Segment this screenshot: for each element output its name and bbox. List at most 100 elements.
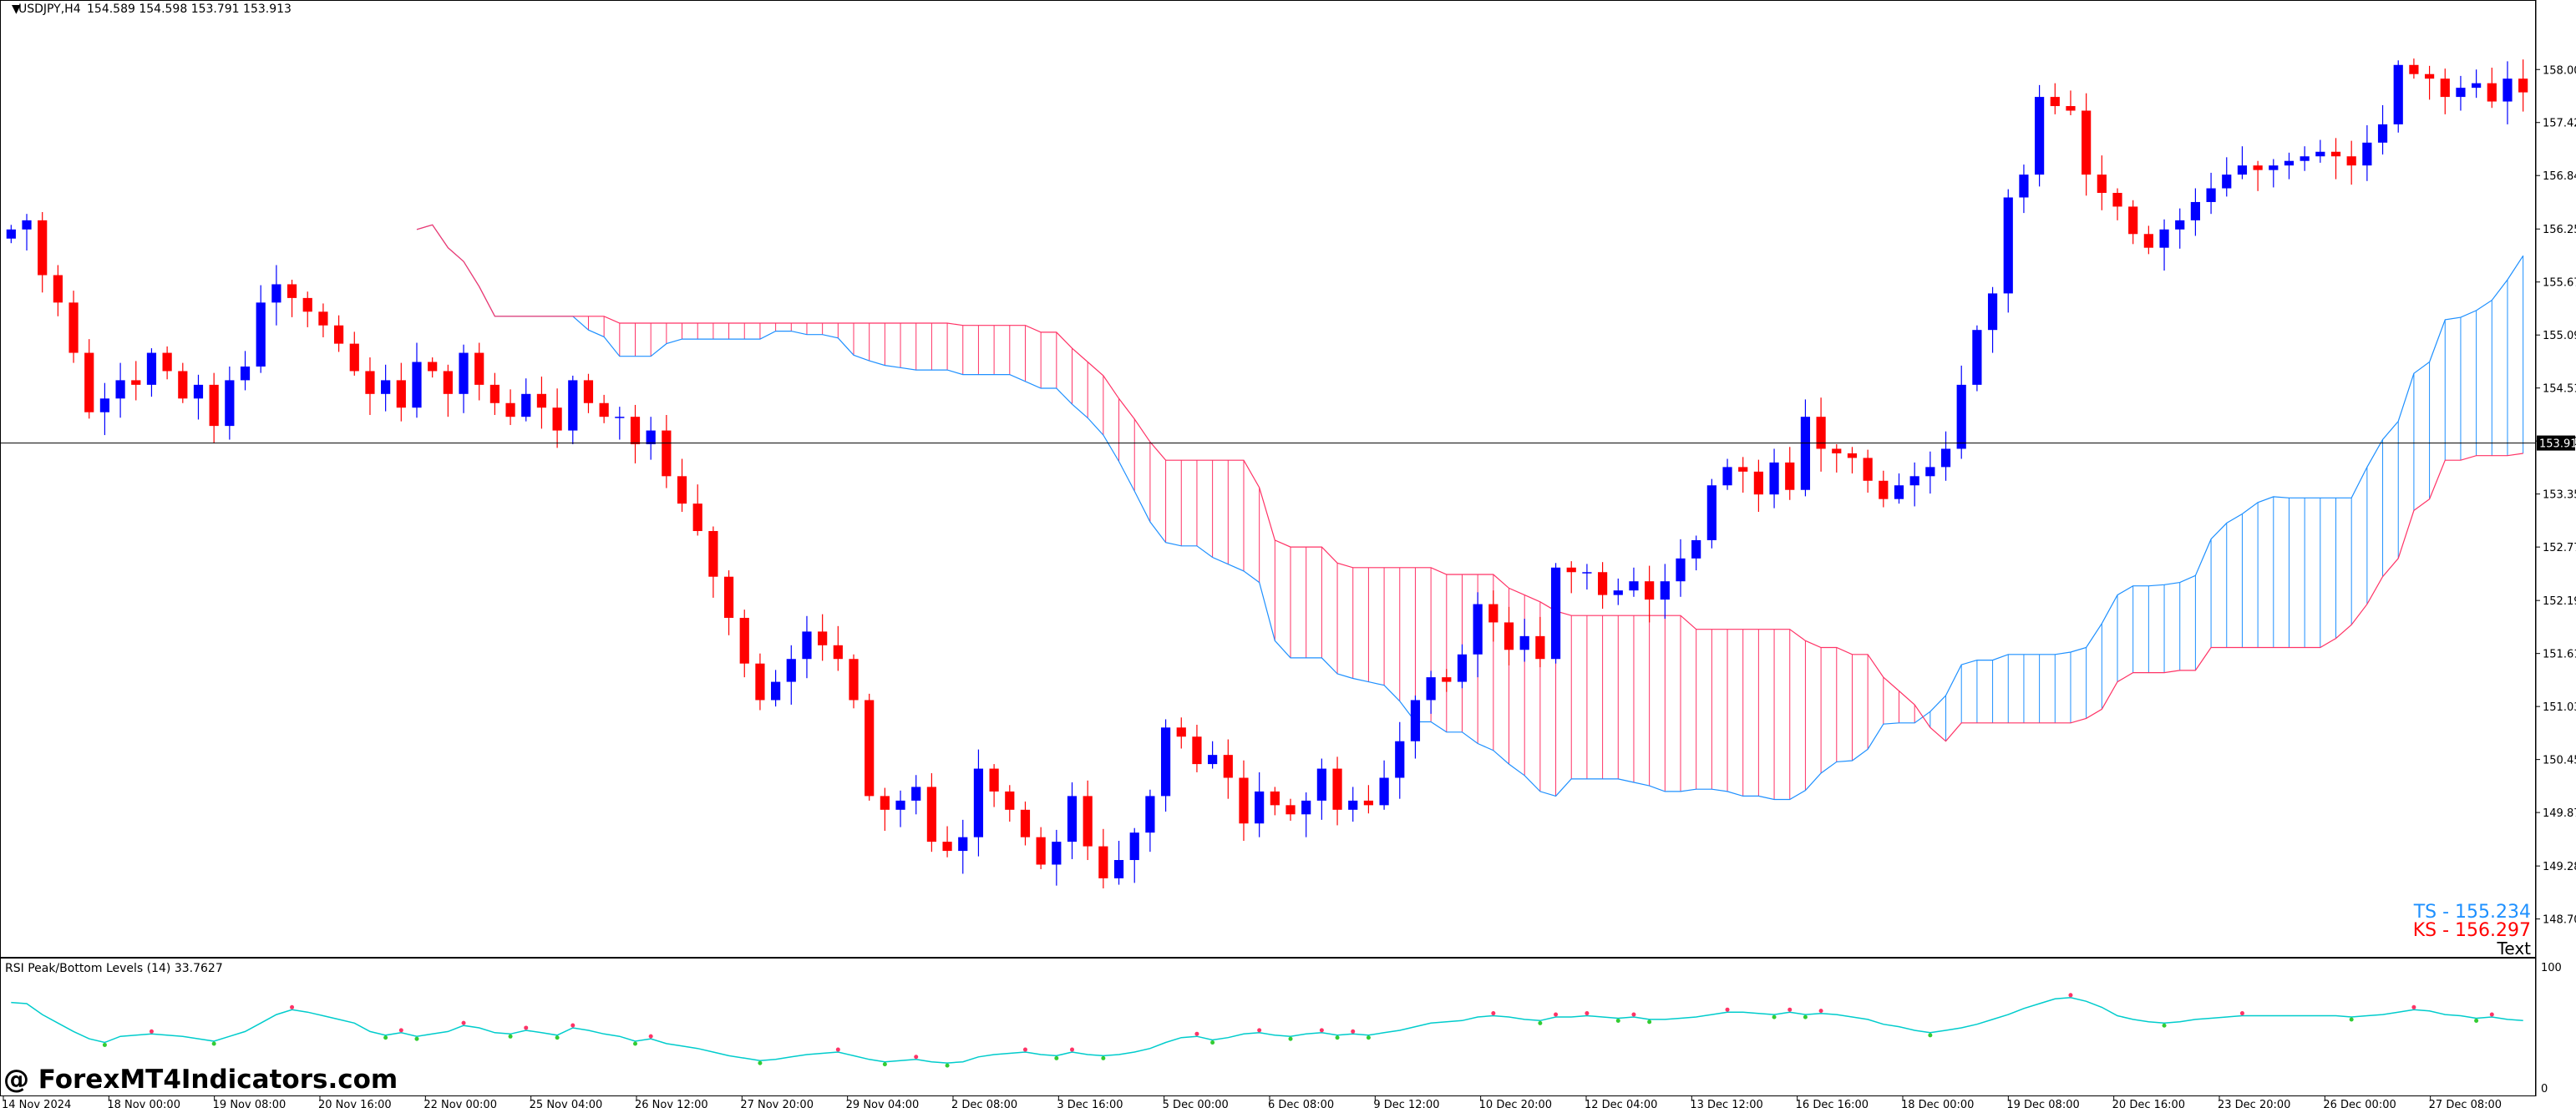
candle-bull <box>646 430 656 445</box>
candle-bull <box>2003 197 2013 294</box>
candle-bear <box>396 380 406 408</box>
rsi-peak-marker <box>149 1029 154 1034</box>
candle-bear <box>131 380 141 385</box>
candle-bull <box>99 398 110 412</box>
price-tick-label: 152.190 <box>2543 595 2576 608</box>
current-price-label-box <box>2537 435 2575 451</box>
rsi-bottom-marker <box>1210 1040 1215 1045</box>
time-tick-label: 23 Dec 20:00 <box>2218 1099 2290 1108</box>
candle-bear <box>2253 165 2263 170</box>
candle-bull <box>412 362 422 408</box>
candle-bull <box>911 787 921 801</box>
candle-bear <box>1223 755 1233 778</box>
rsi-peak-marker <box>1194 1031 1199 1036</box>
candle-bull <box>1550 567 1561 660</box>
ichimoku-cloud <box>416 224 2524 801</box>
candle-bear <box>989 768 999 792</box>
candle-bull <box>1629 581 1639 591</box>
candle-bear <box>162 352 172 372</box>
candle-bear <box>365 371 375 394</box>
price-axis: 158.000 157.420 156.840 156.255 155.675 155.0… <box>2536 64 2576 927</box>
candle-bull <box>1940 448 1951 468</box>
rsi-peak-marker <box>2489 1012 2494 1017</box>
rsi-peak-marker <box>1631 1012 1636 1017</box>
candle-bull <box>1410 700 1421 741</box>
indicator-scale-bottom: 0 <box>2541 1083 2548 1095</box>
candle-bull <box>2159 229 2169 248</box>
time-tick-label: 20 Nov 16:00 <box>318 1099 392 1108</box>
candle-bull <box>2315 151 2325 157</box>
rsi-bottom-marker <box>508 1034 513 1039</box>
chart-ohlc: 154.589 154.598 153.791 153.913 <box>87 3 292 16</box>
candle-bear <box>2143 234 2153 248</box>
time-tick-label: 14 Nov 2024 <box>2 1099 71 1108</box>
candle-bear <box>178 371 188 399</box>
time-tick-label: 22 Nov 00:00 <box>423 1099 497 1108</box>
rsi-bottom-marker <box>1366 1035 1371 1040</box>
candle-bear <box>2518 78 2528 93</box>
candle-bear <box>942 842 952 852</box>
candle-bear <box>926 787 937 842</box>
time-tick-label: 26 Dec 00:00 <box>2323 1099 2396 1108</box>
candle-bear <box>1535 635 1545 660</box>
rsi-bottom-marker <box>102 1042 107 1047</box>
time-tick-label: 12 Dec 04:00 <box>1585 1099 1657 1108</box>
candle-bear <box>2112 193 2122 207</box>
candle-bear <box>599 402 609 417</box>
candle-bull <box>521 393 531 417</box>
candle-bear <box>2066 106 2076 111</box>
candle-bear <box>1504 622 1514 650</box>
price-tick-label: 152.775 <box>2543 542 2576 554</box>
candle-bull <box>895 800 905 810</box>
time-tick-label: 2 Dec 08:00 <box>951 1099 1017 1108</box>
candle-bear <box>1738 467 1748 472</box>
time-tick-label: 19 Dec 08:00 <box>2006 1099 2079 1108</box>
rsi-bottom-marker <box>1335 1035 1340 1040</box>
rsi-peak-marker <box>1787 1007 1793 1012</box>
candle-bear <box>1363 800 1374 806</box>
candle-bear <box>2128 206 2138 235</box>
candle-bear <box>2440 78 2450 98</box>
rsi-peak-marker <box>524 1025 529 1030</box>
rsi-peak-marker <box>1491 1011 1496 1016</box>
candle-bear <box>1488 604 1498 623</box>
symbol-arrow-icon[interactable]: ▼ <box>12 3 21 16</box>
rsi-peak-marker <box>648 1034 653 1039</box>
candle-bull <box>1519 635 1529 650</box>
kijun-sen-label: KS - 156.297 <box>2413 920 2531 941</box>
candle-bear <box>38 220 48 276</box>
price-tick-label: 149.285 <box>2543 861 2576 873</box>
rsi-bottom-marker <box>1538 1020 1543 1025</box>
candle-bull <box>2393 64 2403 124</box>
candle-bear <box>349 343 359 372</box>
candle-bull <box>1722 467 1732 486</box>
rsi-bottom-marker <box>882 1062 887 1067</box>
tenkan-sen-label: TS - 155.234 <box>2413 902 2531 923</box>
rsi-indicator <box>11 993 2523 1068</box>
rsi-bottom-marker <box>1101 1055 1106 1060</box>
candle-bear <box>1863 458 1873 481</box>
rsi-bottom-marker <box>2474 1018 2479 1023</box>
price-tick-label: 155.675 <box>2543 277 2576 290</box>
candle-bull <box>1987 293 1998 331</box>
candle-bull <box>115 380 125 399</box>
candle-bull <box>2362 142 2372 166</box>
candle-bull <box>225 380 235 427</box>
candle-bear <box>1192 736 1202 765</box>
candle-bull <box>2502 78 2513 102</box>
time-tick-label: 18 Dec 00:00 <box>1901 1099 1974 1108</box>
candle-bear <box>1816 417 1826 449</box>
chart-frame <box>0 0 2536 1096</box>
candle-bull <box>1348 800 1358 810</box>
rsi-bottom-marker <box>1803 1014 1808 1019</box>
time-tick-label: 27 Nov 20:00 <box>740 1099 814 1108</box>
candle-bear <box>2346 156 2356 166</box>
candle-bull <box>256 302 266 367</box>
candle-bull <box>2222 175 2232 189</box>
indicator-title: RSI Peak/Bottom Levels (14) 33.7627 <box>5 962 223 975</box>
time-tick-label: 9 Dec 12:00 <box>1373 1099 1439 1108</box>
candle-bull <box>786 659 796 682</box>
candle-bull <box>2456 88 2466 98</box>
candle-bear <box>662 430 672 477</box>
candle-bear <box>1332 768 1342 810</box>
